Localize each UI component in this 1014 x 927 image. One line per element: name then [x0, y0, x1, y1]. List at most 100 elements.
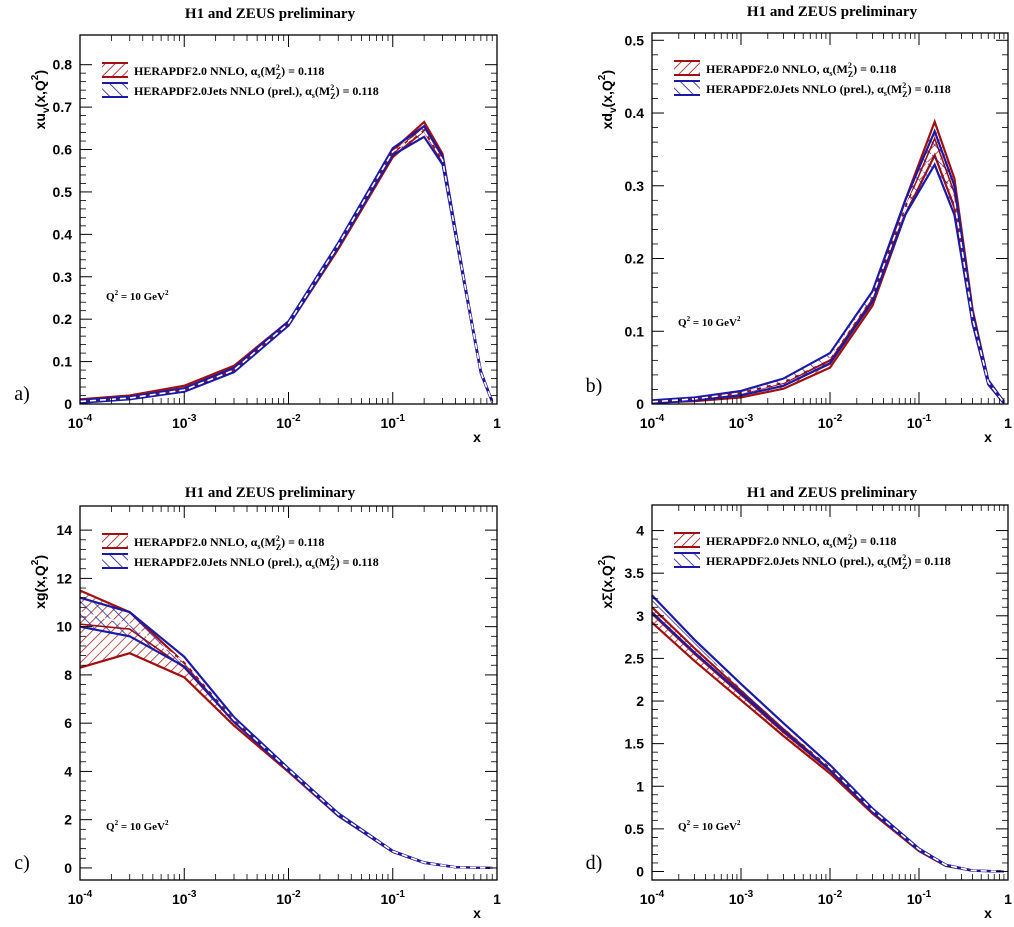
y-tick-label: 0.5: [625, 32, 645, 48]
lower-edge-series-2: [79, 625, 493, 870]
legend-swatch: [102, 534, 128, 548]
legend-sub-z: Z: [902, 90, 907, 99]
legend-sub-z: Z: [276, 72, 281, 81]
legend-sup-2: 2: [276, 534, 280, 543]
x-tick-label: 10-2: [276, 413, 301, 431]
x-tick-base: 1: [1004, 891, 1012, 907]
legend-entry1: HERAPDF2.0 NNLO, αs(M2 Z) = 0.118: [674, 60, 896, 79]
legend-alpha: α: [251, 64, 258, 78]
legend-entry1: HERAPDF2.0 NNLO, αs(M2 Z) = 0.118: [674, 532, 896, 551]
x-tick-base: 10: [172, 891, 188, 907]
x-tick-label: 10-2: [818, 413, 843, 431]
legend-m: (M: [261, 64, 276, 78]
x-tick-base: 10: [818, 415, 834, 431]
x-tick-exponent: -4: [655, 889, 664, 900]
legend-text: HERAPDF2.0 NNLO,: [134, 64, 251, 78]
legend-close: ) = 0.118: [853, 534, 896, 548]
legend-sub-s: s: [312, 91, 315, 100]
legend-alpha: α: [305, 555, 312, 569]
y-label-post: ): [599, 70, 615, 75]
panel-label: c): [14, 852, 30, 874]
q2-annotation: Q2 = 10 GeV2: [106, 289, 169, 303]
x-tick-label: 10-3: [172, 889, 197, 907]
q2-sup: 2: [687, 819, 691, 827]
y-axis-label: xuv(x,Q2): [30, 70, 52, 129]
x-tick-base: 10: [729, 891, 745, 907]
x-tick-exponent: -2: [292, 413, 301, 424]
upper-edge-series-2: [651, 128, 1005, 403]
y-tick-label: 0.8: [53, 57, 73, 73]
x-tick-exponent: -4: [655, 413, 664, 424]
x-tick-base: 1: [1004, 415, 1012, 431]
y-axis-label: xΣ(x,Q2): [597, 555, 615, 609]
central-line-series-2: [79, 611, 493, 869]
legend-close: ) = 0.118: [908, 554, 951, 568]
legend-label: HERAPDF2.0 NNLO, αs(M2 Z) = 0.118: [706, 61, 896, 79]
x-tick-label: 10-4: [640, 889, 665, 907]
y-tick-label: 0.3: [625, 178, 645, 194]
legend-sub-s: s: [257, 542, 260, 551]
legend-swatch: [674, 533, 700, 547]
legend-sup-2: 2: [902, 81, 906, 90]
x-tick-base: 1: [493, 891, 501, 907]
legend-m: (M: [261, 535, 276, 549]
legend-swatch: [674, 81, 700, 95]
legend-label: HERAPDF2.0Jets NNLO (prel.), αs(M2 Z) = 0…: [706, 553, 951, 571]
x-axis-label: x: [984, 429, 992, 445]
y-label-post: ): [32, 70, 48, 75]
x-tick-base: 10: [907, 415, 923, 431]
lower-edge-series-2: [651, 611, 1004, 873]
legend-entry2: HERAPDF2.0Jets NNLO (prel.), αs(M2 Z) = 0…: [102, 82, 379, 101]
x-tick-exponent: -3: [744, 889, 753, 900]
x-tick-base: 10: [381, 415, 397, 431]
legend-sub-z: Z: [848, 70, 853, 79]
legend-sup-2: 2: [330, 554, 334, 563]
y-tick-label: 0.3: [53, 269, 73, 285]
x-tick-base: 10: [818, 891, 834, 907]
legend-entry2: HERAPDF2.0Jets NNLO (prel.), αs(M2 Z) = 0…: [102, 553, 379, 572]
q2-main: Q: [678, 821, 687, 833]
x-tick-exponent: -1: [922, 413, 931, 424]
legend-alpha: α: [823, 62, 830, 76]
legend-sup-2: 2: [902, 553, 906, 562]
y-label-main: xΣ: [599, 592, 615, 608]
q2-sup2: 2: [737, 819, 741, 827]
x-tick-label: 10-1: [907, 413, 932, 431]
y-label-mid: (x,Q: [599, 80, 615, 107]
x-tick-base: 10: [907, 891, 923, 907]
y-axis-label: xg(x,Q2): [30, 555, 48, 609]
q2-annotation: Q2 = 10 GeV2: [678, 315, 741, 329]
y-tick-label: 4: [64, 763, 72, 779]
q2-main: Q: [106, 821, 115, 833]
legend-sub-s: s: [257, 71, 260, 80]
legend-close: ) = 0.118: [281, 535, 324, 549]
legend-sup-2: 2: [848, 61, 852, 70]
x-axis-label: x: [984, 905, 992, 921]
y-tick-label: 0.1: [53, 354, 73, 370]
legend-close: ) = 0.118: [853, 62, 896, 76]
legend-swatch: [102, 63, 128, 77]
central-line-series-1: [79, 124, 493, 403]
x-tick-label: 10-1: [381, 889, 406, 907]
legend-sub-s: s: [829, 69, 832, 78]
x-tick-exponent: -2: [292, 889, 301, 900]
chart-panel-2: H1 and ZEUS preliminary b) 0 0.1 0.2 0.3 0.4 0.…: [586, 4, 1012, 445]
q2-mid: = 10 GeV: [690, 317, 737, 329]
legend-swatch: [674, 553, 700, 567]
legend-entry1: HERAPDF2.0 NNLO, αs(M2 Z) = 0.118: [102, 533, 324, 552]
x-tick-label: 10-2: [276, 889, 301, 907]
lower-edge-series-1: [79, 128, 494, 403]
x-tick-label: 10-2: [818, 889, 843, 907]
x-tick-label: 1: [493, 891, 501, 907]
q2-annotation: Q2 = 10 GeV2: [106, 819, 169, 833]
legend-text: HERAPDF2.0 NNLO,: [134, 535, 251, 549]
q2-main: Q: [106, 291, 115, 303]
legend-sup-2: 2: [848, 533, 852, 542]
y-tick-label: 0.2: [625, 251, 645, 267]
q2-sup2: 2: [737, 315, 741, 323]
q2-main: Q: [678, 317, 687, 329]
legend-swatch: [102, 554, 128, 568]
legend-sub-z: Z: [330, 92, 335, 101]
x-tick-base: 10: [381, 891, 397, 907]
